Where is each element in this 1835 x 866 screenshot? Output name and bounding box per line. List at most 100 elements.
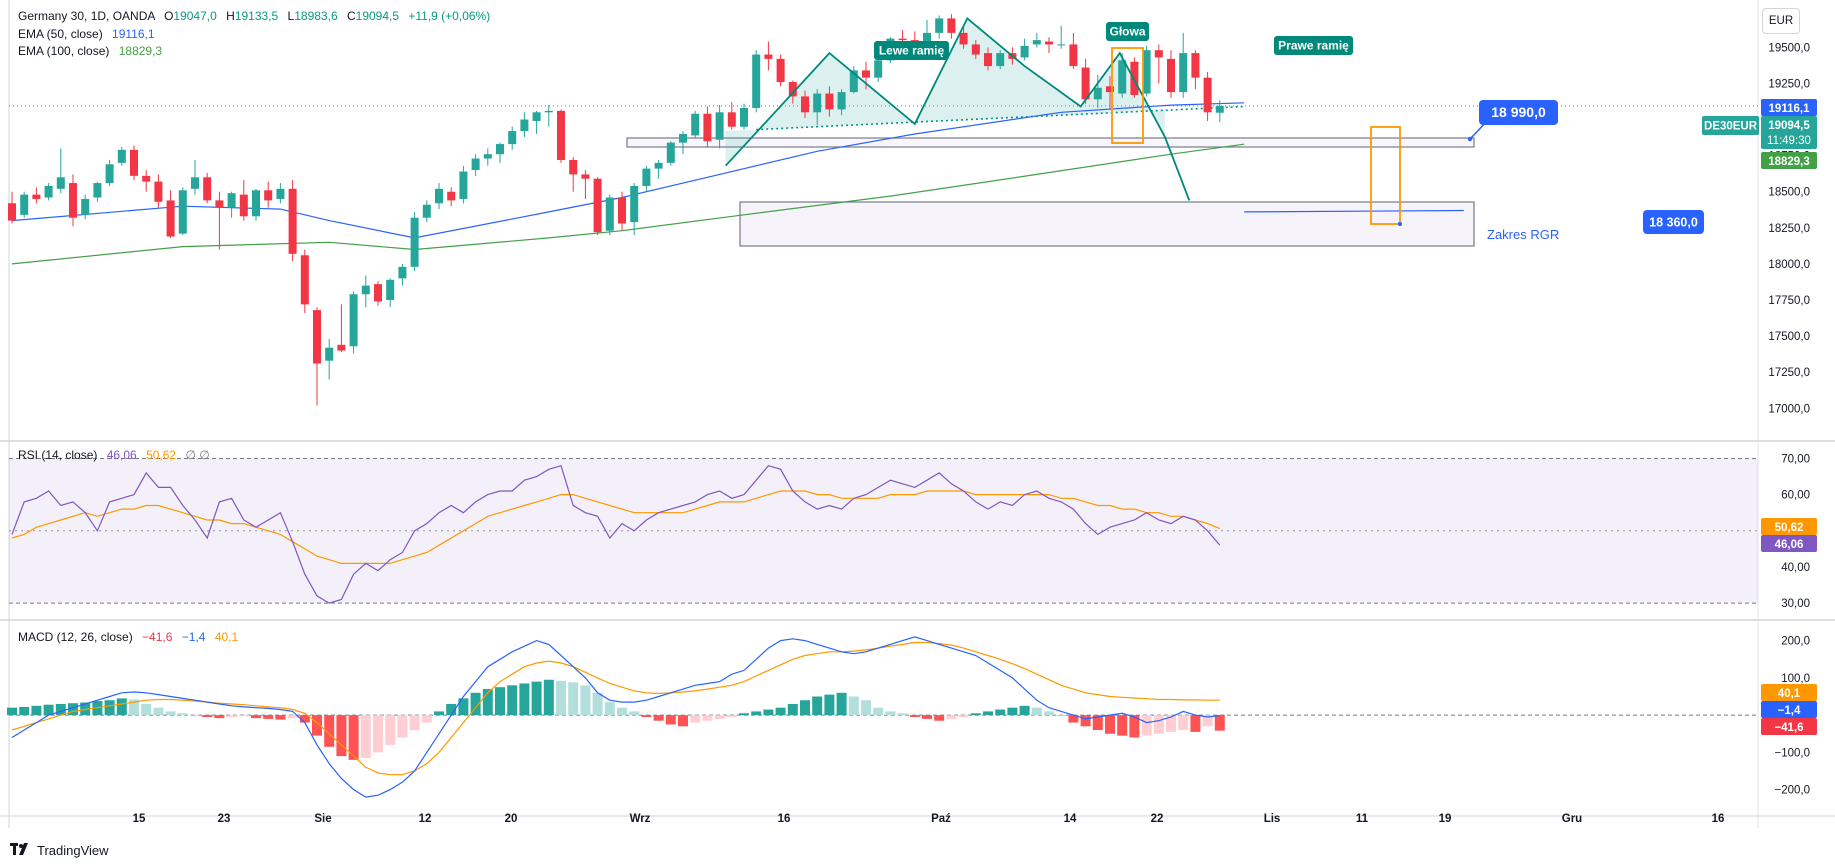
- price-scale[interactable]: 19500,019250,018750,018500,018250,018000…: [1768, 42, 1810, 415]
- svg-text:EMA (100, close) 18829,3: EMA (100, close) 18829,3: [18, 44, 162, 58]
- macd-histogram-bar: [922, 715, 932, 719]
- left-shoulder-label[interactable]: Lewe ramię: [874, 41, 949, 60]
- candle: [557, 109, 565, 163]
- candle: [947, 14, 956, 39]
- candle: [215, 191, 224, 250]
- y-tick-label: 17500,0: [1768, 331, 1810, 343]
- macd-histogram-bar: [324, 715, 335, 747]
- macd-histogram-bar: [604, 702, 615, 716]
- candle: [715, 105, 724, 149]
- time-scale[interactable]: 15 23 Sie 12 20 Wrz 16 Paź 14 22 Lis 11 19 Gru 16: [133, 813, 1725, 825]
- macd-histogram-bar: [68, 703, 78, 716]
- candle: [325, 339, 334, 380]
- macd-histogram-bar: [348, 715, 359, 760]
- candle: [581, 170, 590, 199]
- rsi-value-badge: 46,06: [1761, 535, 1817, 552]
- y-tick-label: 17000,0: [1768, 403, 1810, 415]
- macd-line[interactable]: [11, 636, 1220, 798]
- y-tick-label: 19500,0: [1768, 42, 1810, 54]
- macd-histogram-bar: [787, 703, 798, 716]
- candle: [520, 112, 529, 137]
- macd-histogram-bar: [885, 711, 896, 716]
- rsi-scale[interactable]: 70,00 60,00 40,00 30,00: [1781, 453, 1810, 610]
- candle: [44, 183, 53, 201]
- candle: [313, 307, 321, 406]
- macd-histogram-bar: [360, 715, 371, 758]
- svg-text:11:49:30: 11:49:30: [1767, 135, 1811, 147]
- rsi-legend[interactable]: RSI (14, close) 46,06 50,62 ∅ ∅: [18, 448, 210, 462]
- macd-histogram-bar: [592, 692, 603, 716]
- x-tick-label: 20: [505, 813, 518, 825]
- candle: [239, 180, 248, 221]
- range-callout[interactable]: 18 360,0: [1398, 210, 1704, 234]
- head-label[interactable]: Głowa: [1106, 22, 1149, 41]
- target-zone-box[interactable]: [739, 201, 1475, 247]
- svg-text:EMA (50, close) 19116,1: EMA (50, close) 19116,1: [18, 27, 155, 41]
- macd-histogram-bar: [421, 715, 432, 723]
- candle: [1215, 100, 1224, 122]
- candle: [435, 183, 443, 210]
- macd-histogram-bar: [1214, 715, 1225, 731]
- macd-histogram-bar: [580, 685, 591, 716]
- candle: [422, 200, 431, 223]
- candle: [1118, 53, 1127, 98]
- candle: [727, 102, 736, 130]
- y-tick-label: 17250,0: [1768, 367, 1810, 379]
- macd-histogram-bar: [1007, 707, 1018, 716]
- ohlc-open-key: O: [164, 9, 173, 23]
- macd-histogram-bar: [80, 702, 91, 716]
- ema100-badge: 18829,3: [1761, 152, 1817, 169]
- neckline-dotted[interactable]: [756, 105, 1245, 131]
- macd-hist-legend-value: −41,6: [142, 630, 173, 644]
- candles-group: [8, 14, 1224, 406]
- macd-legend-value: −1,4: [182, 630, 206, 644]
- macd-histogram-bar: [409, 715, 420, 731]
- svg-text:Prawe ramię: Prawe ramię: [1278, 39, 1349, 53]
- target-line[interactable]: [1244, 209, 1464, 213]
- candle: [618, 191, 626, 231]
- macd-histogram-bar: [251, 715, 261, 719]
- head-and-shoulders-line[interactable]: [725, 16, 1191, 201]
- candle: [142, 170, 151, 192]
- y-tick-label: 18250,0: [1768, 223, 1810, 235]
- macd-histogram-bar: [556, 680, 566, 716]
- head-and-shoulders-fill: [725, 18, 1165, 166]
- candle: [666, 141, 675, 166]
- candle: [959, 27, 968, 49]
- candle: [32, 187, 41, 204]
- macd-histogram-bar: [129, 699, 139, 716]
- x-tick-label: Paź: [931, 813, 951, 825]
- svg-text:18 360,0: 18 360,0: [1649, 216, 1698, 230]
- rsi-line[interactable]: [11, 464, 1221, 604]
- currency-button[interactable]: EUR: [1762, 8, 1800, 34]
- right-shoulder-label[interactable]: Prawe ramię: [1274, 36, 1353, 55]
- target-height-box[interactable]: [1370, 126, 1401, 225]
- y-tick-label: 200,0: [1781, 636, 1810, 648]
- macd-histogram-bar: [299, 715, 310, 723]
- macd-histogram-bar: [690, 715, 701, 723]
- candle: [337, 304, 346, 353]
- y-tick-label: 100,0: [1781, 673, 1810, 685]
- macd-histogram: [7, 679, 1225, 760]
- macd-histogram-bar: [153, 707, 164, 716]
- neckline-zone-box[interactable]: [626, 137, 1475, 148]
- candle: [264, 181, 273, 208]
- head-height-box[interactable]: [1111, 47, 1144, 144]
- macd-histogram-bar: [1141, 715, 1152, 736]
- candle: [447, 187, 456, 207]
- target-callout[interactable]: 18 990,0: [1467, 100, 1558, 142]
- macd-histogram-bar: [909, 715, 920, 717]
- macd-scale[interactable]: 200,0 100,0 −100,0 −200,0: [1775, 636, 1811, 797]
- candle: [971, 40, 980, 59]
- macd-histogram-bar: [836, 692, 847, 716]
- macd-histogram-bar: [373, 715, 383, 753]
- footer-brand[interactable]: TradingView: [37, 842, 109, 858]
- macd-legend[interactable]: MACD (12, 26, close) −41,6 −1,4 40,1: [18, 630, 238, 644]
- macd-histogram-bar: [641, 715, 652, 717]
- y-tick-label: 70,00: [1781, 453, 1810, 465]
- candle: [1142, 45, 1151, 97]
- x-tick-label: Wrz: [630, 813, 651, 825]
- main-legend[interactable]: Germany 30, 1D, OANDA O19047,0 H19133,5 …: [18, 9, 490, 58]
- ohlc-open-value: 19047,0: [173, 9, 217, 23]
